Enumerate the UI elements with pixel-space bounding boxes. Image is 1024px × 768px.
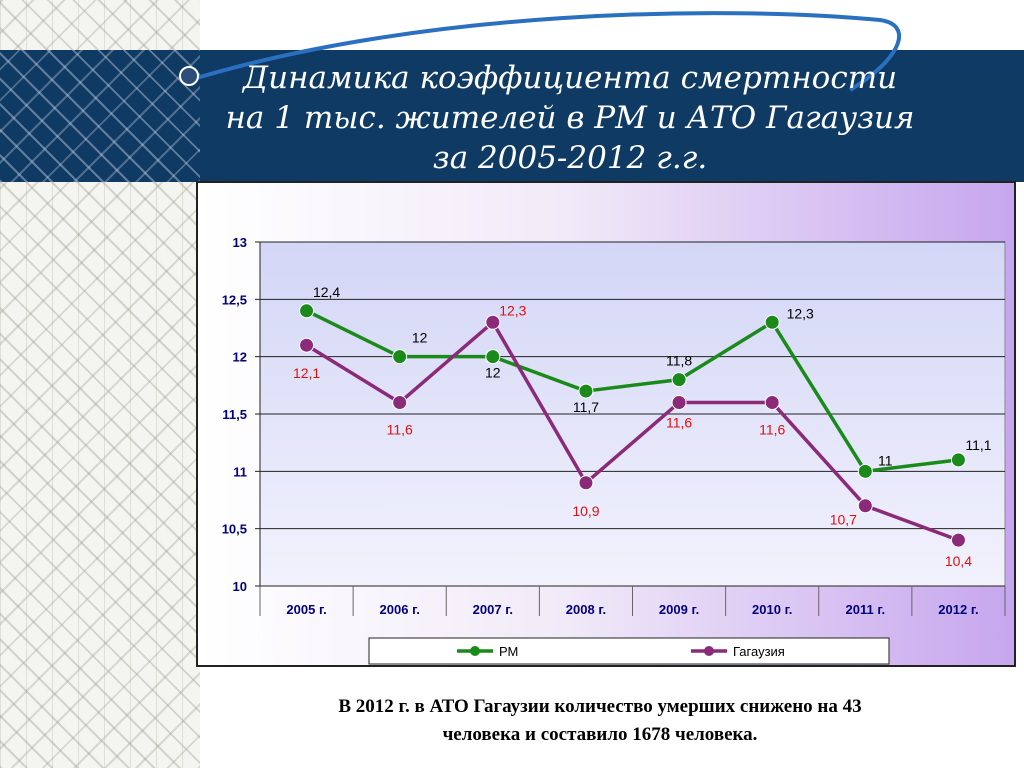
series-2-point xyxy=(857,498,873,514)
series-2-data-label: 10,4 xyxy=(945,553,972,569)
y-tick-label: 10 xyxy=(233,579,247,594)
caption-line-1: В 2012 г. в АТО Гагаузии количество умер… xyxy=(338,696,862,717)
y-tick-label: 12,5 xyxy=(222,292,247,307)
line-chart: 10 10,5 11 11,5 12 12,5 13 2005 г. 2006 г. 2007 г… xyxy=(222,235,1006,665)
series-2-point xyxy=(764,395,780,411)
series-1-point xyxy=(857,463,873,479)
title-line-1: Динамика коэффициента смертности xyxy=(242,60,898,96)
legend-entry-label: РМ xyxy=(499,644,518,659)
series-1-data-label: 11 xyxy=(878,452,893,468)
series-2-point xyxy=(299,337,315,353)
x-tick-label: 2012 г. xyxy=(938,602,978,617)
series-2-data-label: 11,6 xyxy=(759,422,785,438)
series-2-point xyxy=(578,475,594,491)
series-1-point xyxy=(764,314,780,330)
series-1-data-label: 11,7 xyxy=(573,399,599,415)
page-title: Динамика коэффициента смертности на 1 ты… xyxy=(185,58,955,178)
title-line-3: за 2005-2012 г.г. xyxy=(432,140,708,176)
series-line-1 xyxy=(305,309,959,474)
series-2-data-label: 11,6 xyxy=(387,422,413,438)
series-2-data-label: 12,3 xyxy=(499,302,526,318)
x-tick-label: 2008 г. xyxy=(566,602,606,617)
series-1-data-label: 11,1 xyxy=(965,437,991,453)
decorative-swoosh xyxy=(179,11,901,92)
series-2-data-label: 10,9 xyxy=(572,503,599,519)
title-band-pattern xyxy=(0,50,200,182)
x-tick-label: 2007 г. xyxy=(473,602,513,617)
series-2-point xyxy=(950,532,966,548)
y-tick-label: 13 xyxy=(233,235,247,250)
series-1-data-label: 12 xyxy=(412,330,428,346)
y-tick-label: 10,5 xyxy=(222,522,247,537)
series-1-point xyxy=(392,349,408,365)
caption: В 2012 г. в АТО Гагаузии количество умер… xyxy=(200,693,1000,749)
series-1-point xyxy=(671,372,687,388)
series-line-2 xyxy=(305,320,960,542)
series-1-point xyxy=(578,383,594,399)
x-tick-label: 2011 г. xyxy=(846,602,886,617)
series-2-point xyxy=(485,314,501,330)
y-tick-label: 12 xyxy=(233,350,247,365)
series-2-data-label: 12,1 xyxy=(293,365,320,381)
y-tick-label: 11,5 xyxy=(222,407,247,422)
series-2-data-label: 11,6 xyxy=(666,415,692,431)
series-1-data-label: 12 xyxy=(485,365,501,381)
series-2-point xyxy=(392,395,408,411)
title-line-2: на 1 тыс. жителей в РМ и АТО Гагаузия xyxy=(225,100,915,136)
legend-swatch-marker xyxy=(470,646,480,656)
series-1-data-label: 12,3 xyxy=(787,305,814,321)
series-2-point xyxy=(671,395,687,411)
title-band xyxy=(0,50,1024,182)
x-tick-label: 2009 г. xyxy=(659,602,699,617)
y-tick-label: 11 xyxy=(233,464,247,479)
series-2-data-label: 10,7 xyxy=(830,512,857,528)
caption-line-2: человека и составило 1678 человека. xyxy=(442,724,758,745)
x-tick-label: 2006 г. xyxy=(380,602,420,617)
legend-box xyxy=(368,637,890,665)
chart-frame: 10 10,5 11 11,5 12 12,5 13 2005 г. 2006 г. 2007 г… xyxy=(196,181,1016,667)
legend-entry-label: Гагаузия xyxy=(733,644,785,659)
series-1-data-label: 12,4 xyxy=(313,284,340,300)
x-tick-label: 2005 г. xyxy=(286,602,326,617)
legend-swatch-marker xyxy=(704,646,714,656)
x-tick-label: 2010 г. xyxy=(752,602,792,617)
series-1-data-label: 11,8 xyxy=(666,353,692,369)
series-1-point xyxy=(299,303,315,319)
series-1-point xyxy=(950,452,966,468)
series-1-point xyxy=(485,349,501,365)
